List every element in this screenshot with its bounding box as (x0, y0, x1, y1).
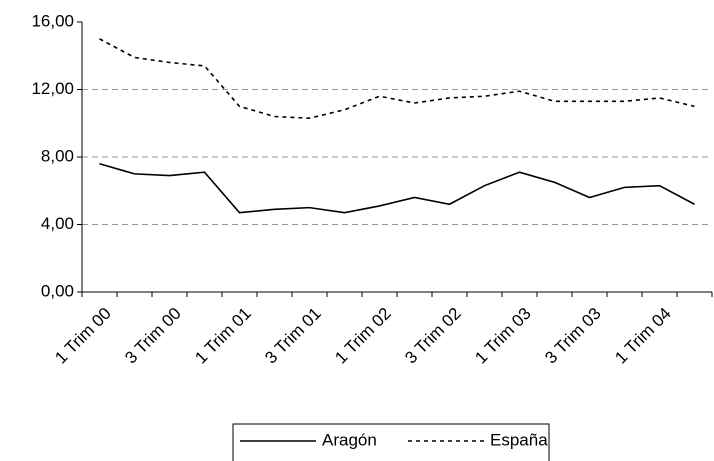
x-tick-label: 3 Trim 00 (121, 304, 185, 368)
x-tick-label: 3 Trim 01 (261, 304, 325, 368)
x-tick-label: 3 Trim 02 (401, 304, 465, 368)
y-tick-label: 16,00 (31, 11, 74, 30)
y-tick-label: 12,00 (31, 79, 74, 98)
x-tick-label: 1 Trim 03 (471, 304, 535, 368)
x-tick-label: 1 Trim 00 (51, 304, 115, 368)
y-tick-label: 8,00 (41, 146, 74, 165)
legend-label: Aragón (322, 430, 377, 449)
x-tick-label: 1 Trim 01 (191, 304, 255, 368)
y-tick-label: 4,00 (41, 214, 74, 233)
x-tick-label: 1 Trim 04 (611, 304, 675, 368)
y-tick-label: 0,00 (41, 281, 74, 300)
x-tick-label: 3 Trim 03 (541, 304, 605, 368)
series-line (99, 162, 695, 214)
legend-label: España (490, 430, 548, 449)
x-tick-label: 1 Trim 02 (331, 304, 395, 368)
series-line (99, 38, 695, 119)
legend-box (232, 423, 550, 461)
